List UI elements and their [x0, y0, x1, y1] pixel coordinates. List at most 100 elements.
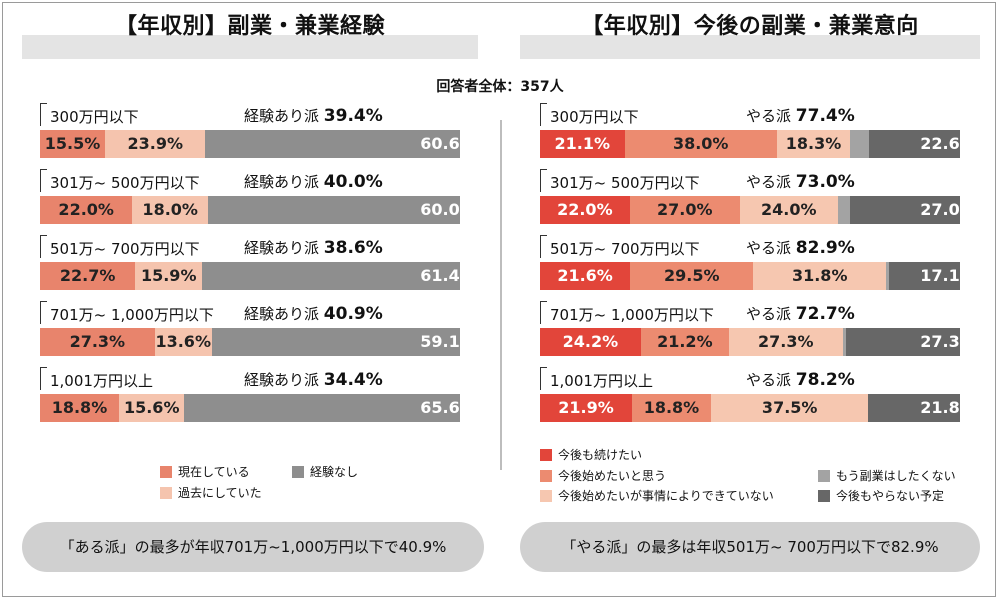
row-bracket [540, 301, 547, 324]
bar-segment [842, 328, 847, 356]
row-header: やる派 82.9% [746, 237, 855, 258]
data-label: 18.3% [785, 134, 842, 153]
bar-segment [105, 130, 206, 158]
data-label: 15.5% [44, 134, 101, 153]
bar-segment [40, 130, 106, 158]
row-header-label: やる派 [746, 371, 796, 389]
row-header-label: やる派 [746, 173, 796, 191]
legend-swatch-cannot-start [540, 489, 552, 502]
row-header-value: 73.0% [795, 172, 855, 192]
data-label: 24.2% [562, 332, 619, 351]
bar-segment [869, 130, 960, 158]
row-header: 経験あり派 40.9% [244, 303, 383, 324]
row-label: 501万~ 700万円以下 [50, 240, 200, 258]
data-label: 27.0 [920, 200, 960, 219]
row-header-value: 82.9% [795, 238, 855, 258]
legend-item-past: 過去にしていた [160, 484, 262, 501]
data-label: 15.6% [123, 398, 180, 417]
bar-segment [630, 262, 754, 290]
row-header: 経験あり派 34.4% [244, 369, 383, 390]
left-callout: 「ある派」の最多が年収701万~1,000万円以下で40.9% [22, 522, 484, 572]
legend-label: 今後始めたいと思う [558, 469, 667, 483]
data-label: 65.6 [420, 398, 460, 417]
bar-segment [211, 328, 460, 356]
legend-item-no-more: もう副業はしたくない [818, 467, 956, 484]
legend-swatch-never [818, 489, 830, 502]
bar-segment [776, 130, 851, 158]
row-header: やる派 73.0% [746, 171, 855, 192]
data-label: 31.8% [791, 266, 848, 285]
legend-swatch-current [160, 465, 172, 478]
row-label: 501万~ 700万円以下 [550, 240, 700, 258]
row-header-label: やる派 [746, 107, 796, 125]
row-label: 1,001万円以上 [550, 372, 653, 390]
bar-segment [631, 394, 711, 422]
bar-segment [728, 328, 843, 356]
row-bracket [40, 301, 47, 324]
bar-segment [202, 262, 460, 290]
bar-segment [753, 262, 887, 290]
row-header-value: 34.4% [323, 370, 383, 390]
data-label: 38.0% [672, 134, 729, 153]
row-label: 301万~ 500万円以下 [550, 174, 700, 192]
data-label: 21.2% [657, 332, 713, 351]
row-header: 経験あり派 40.0% [244, 171, 383, 192]
bar-segment [154, 328, 212, 356]
row-header: 経験あり派 38.6% [244, 237, 383, 258]
bar-segment [540, 394, 632, 422]
row-bracket [540, 103, 547, 126]
legend-label: もう副業はしたくない [836, 469, 956, 483]
row-header-label: 経験あり派 [244, 239, 324, 257]
data-label: 27.0% [656, 200, 713, 219]
data-label: 59.1 [420, 332, 460, 351]
data-label: 22.0% [557, 200, 613, 219]
row-bracket [40, 367, 47, 390]
bar-segment [850, 130, 870, 158]
row-header-value: 77.4% [795, 106, 855, 126]
legend-label: 今後も続けたい [558, 448, 643, 462]
row-label: 300万円以下 [50, 108, 139, 126]
data-label: 23.9% [127, 134, 184, 153]
bar-segment [846, 328, 960, 356]
bar-segment [208, 196, 460, 224]
data-label: 60.0 [420, 200, 460, 219]
right-callout: 「やる派」の最多は年収501万~ 700万円以下で82.9% [520, 522, 980, 572]
row-header-label: 経験あり派 [244, 371, 324, 389]
bar-segment [40, 394, 119, 422]
bar-segment [40, 196, 133, 224]
row-header: やる派 72.7% [746, 303, 855, 324]
row-header-value: 40.0% [323, 172, 383, 192]
bar-segment [849, 196, 960, 224]
bar-segment [624, 130, 777, 158]
legend-item-want-start: 今後始めたいと思う [540, 467, 666, 484]
row-bracket [540, 367, 547, 390]
bar-segment [135, 262, 203, 290]
row-header-label: 経験あり派 [244, 173, 324, 191]
data-label: 17.1 [920, 266, 960, 285]
row-label: 701万~ 1,000万円以下 [50, 306, 214, 324]
row-header-value: 38.6% [323, 238, 383, 258]
row-header: やる派 78.2% [746, 369, 855, 390]
legend-item-none: 経験なし [292, 463, 358, 480]
data-label: 18.8% [643, 398, 700, 417]
legend-item-never: 今後もやらない予定 [818, 487, 944, 504]
bar-segment [739, 196, 838, 224]
data-label: 60.6 [420, 134, 460, 153]
bar-segment [540, 130, 625, 158]
row-bracket [540, 169, 547, 192]
data-label: 22.6 [920, 134, 960, 153]
data-label: 27.3 [920, 332, 960, 351]
row-header-label: 経験あり派 [244, 305, 324, 323]
data-label: 21.1% [554, 134, 611, 153]
bar-segment [540, 196, 630, 224]
row-label: 1,001万円以上 [50, 372, 153, 390]
legend-item-continue: 今後も続けたい [540, 446, 642, 463]
row-header-value: 72.7% [795, 304, 855, 324]
data-label: 24.0% [760, 200, 817, 219]
data-label: 21.6% [557, 266, 613, 285]
data-label: 22.0% [58, 200, 114, 219]
legend-swatch-none [292, 465, 304, 478]
row-header-label: 経験あり派 [244, 107, 324, 125]
legend-swatch-past [160, 486, 172, 499]
